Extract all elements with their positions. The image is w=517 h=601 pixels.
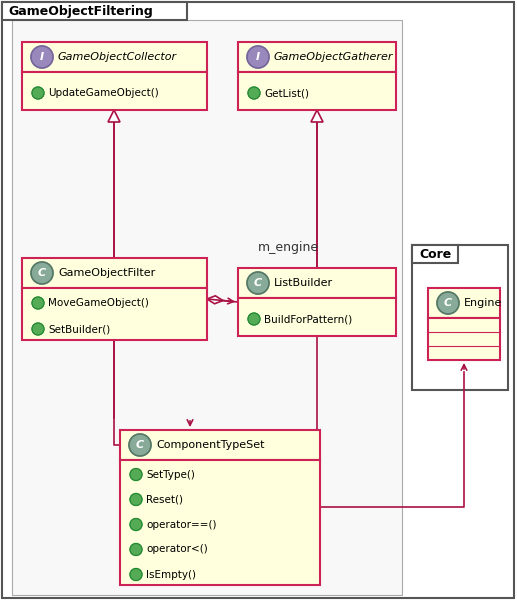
- Text: SetBuilder(): SetBuilder(): [48, 324, 110, 334]
- FancyBboxPatch shape: [238, 72, 396, 110]
- Text: Engine: Engine: [464, 298, 503, 308]
- FancyBboxPatch shape: [238, 42, 396, 72]
- Text: Core: Core: [419, 248, 451, 261]
- Circle shape: [247, 46, 269, 68]
- Circle shape: [32, 87, 44, 99]
- Circle shape: [130, 543, 142, 555]
- Text: operator==(): operator==(): [146, 519, 217, 529]
- FancyBboxPatch shape: [12, 20, 402, 595]
- Text: GameObjectGatherer: GameObjectGatherer: [274, 52, 393, 62]
- Text: GameObjectFilter: GameObjectFilter: [58, 268, 155, 278]
- Text: Reset(): Reset(): [146, 495, 183, 504]
- Text: GetList(): GetList(): [264, 88, 309, 98]
- FancyBboxPatch shape: [22, 288, 207, 340]
- FancyBboxPatch shape: [238, 298, 396, 336]
- Polygon shape: [311, 110, 323, 122]
- Circle shape: [248, 313, 260, 325]
- FancyBboxPatch shape: [238, 268, 396, 298]
- Text: C: C: [444, 298, 452, 308]
- FancyBboxPatch shape: [2, 2, 187, 20]
- Circle shape: [130, 493, 142, 505]
- Text: MoveGameObject(): MoveGameObject(): [48, 298, 149, 308]
- Circle shape: [129, 434, 151, 456]
- Text: ComponentTypeSet: ComponentTypeSet: [156, 440, 265, 450]
- Text: UpdateGameObject(): UpdateGameObject(): [48, 88, 159, 98]
- Text: BuildForPattern(): BuildForPattern(): [264, 314, 352, 324]
- FancyBboxPatch shape: [22, 42, 207, 72]
- Polygon shape: [108, 110, 120, 122]
- Text: I: I: [40, 52, 44, 62]
- FancyBboxPatch shape: [412, 245, 458, 263]
- FancyBboxPatch shape: [428, 288, 500, 318]
- Text: I: I: [256, 52, 260, 62]
- Text: m_engine: m_engine: [258, 242, 319, 254]
- Text: ListBuilder: ListBuilder: [274, 278, 333, 288]
- Text: operator<(): operator<(): [146, 545, 208, 555]
- Circle shape: [130, 519, 142, 531]
- FancyBboxPatch shape: [120, 460, 320, 585]
- Text: GameObjectCollector: GameObjectCollector: [58, 52, 177, 62]
- FancyBboxPatch shape: [120, 430, 320, 460]
- Text: SetType(): SetType(): [146, 469, 195, 480]
- Circle shape: [31, 46, 53, 68]
- Text: C: C: [136, 440, 144, 450]
- Circle shape: [130, 469, 142, 481]
- Text: C: C: [38, 268, 46, 278]
- Polygon shape: [207, 296, 223, 304]
- Circle shape: [32, 323, 44, 335]
- Circle shape: [32, 297, 44, 309]
- FancyBboxPatch shape: [412, 245, 508, 390]
- Circle shape: [437, 292, 459, 314]
- Text: GameObjectFiltering: GameObjectFiltering: [8, 5, 153, 19]
- Text: C: C: [254, 278, 262, 288]
- FancyBboxPatch shape: [22, 258, 207, 288]
- Circle shape: [130, 569, 142, 581]
- FancyBboxPatch shape: [22, 72, 207, 110]
- Circle shape: [248, 87, 260, 99]
- FancyBboxPatch shape: [428, 318, 500, 360]
- Text: IsEmpty(): IsEmpty(): [146, 570, 196, 579]
- Circle shape: [247, 272, 269, 294]
- Circle shape: [31, 262, 53, 284]
